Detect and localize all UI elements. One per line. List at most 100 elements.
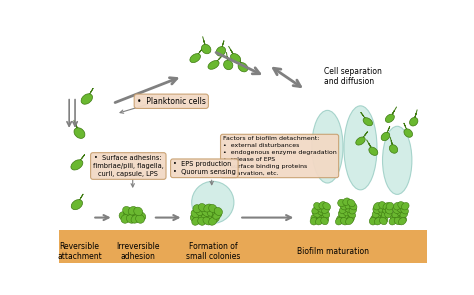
Ellipse shape (371, 215, 378, 223)
Ellipse shape (395, 213, 402, 220)
Ellipse shape (136, 215, 145, 223)
Ellipse shape (190, 214, 199, 222)
Ellipse shape (191, 210, 199, 218)
Ellipse shape (310, 217, 318, 225)
Ellipse shape (345, 205, 352, 212)
Ellipse shape (339, 206, 347, 214)
Ellipse shape (369, 217, 377, 225)
Ellipse shape (213, 211, 222, 219)
Ellipse shape (379, 201, 386, 209)
Ellipse shape (121, 215, 130, 223)
Ellipse shape (192, 217, 200, 225)
Ellipse shape (385, 206, 393, 214)
Ellipse shape (193, 205, 201, 213)
Ellipse shape (323, 203, 330, 210)
Ellipse shape (204, 204, 212, 212)
Ellipse shape (81, 94, 92, 104)
Ellipse shape (337, 199, 345, 207)
Ellipse shape (209, 217, 217, 225)
Text: •  Planktonic cells: • Planktonic cells (137, 97, 206, 106)
Ellipse shape (383, 126, 412, 194)
Ellipse shape (381, 132, 390, 141)
Ellipse shape (376, 213, 383, 220)
Ellipse shape (344, 106, 377, 190)
Ellipse shape (343, 198, 350, 205)
Ellipse shape (207, 208, 216, 216)
Text: •  Surface adhesins:
fimbriae/pili, flagella,
curli, capsule, LPS: • Surface adhesins: fimbriae/pili, flage… (93, 155, 164, 177)
Ellipse shape (314, 203, 321, 210)
Ellipse shape (123, 206, 132, 215)
Ellipse shape (322, 206, 329, 214)
Text: Biofilm maturation: Biofilm maturation (297, 247, 369, 256)
Ellipse shape (389, 217, 397, 225)
Ellipse shape (201, 214, 209, 222)
Text: Formation of
small colonies: Formation of small colonies (186, 242, 241, 261)
Ellipse shape (321, 214, 329, 222)
Ellipse shape (211, 214, 219, 222)
Ellipse shape (401, 206, 409, 214)
Ellipse shape (383, 203, 391, 210)
Ellipse shape (321, 217, 328, 225)
Ellipse shape (337, 215, 344, 223)
Ellipse shape (399, 215, 407, 223)
Ellipse shape (377, 209, 385, 216)
Ellipse shape (201, 44, 211, 54)
Text: Reversible
attachment: Reversible attachment (57, 242, 102, 261)
Ellipse shape (212, 210, 221, 218)
Ellipse shape (336, 217, 343, 225)
Ellipse shape (209, 204, 217, 213)
Ellipse shape (196, 211, 204, 219)
Ellipse shape (400, 211, 408, 218)
Ellipse shape (372, 210, 380, 218)
Ellipse shape (385, 210, 392, 218)
Ellipse shape (124, 209, 133, 217)
Ellipse shape (322, 210, 330, 218)
Ellipse shape (346, 217, 353, 225)
Ellipse shape (386, 202, 393, 210)
Ellipse shape (206, 211, 215, 219)
Ellipse shape (224, 60, 233, 70)
Ellipse shape (383, 206, 390, 214)
Ellipse shape (393, 202, 401, 210)
Ellipse shape (338, 210, 346, 218)
Ellipse shape (311, 214, 318, 222)
Ellipse shape (319, 201, 327, 209)
Ellipse shape (342, 213, 350, 220)
Ellipse shape (399, 217, 406, 225)
Text: •  EPS production
•  Quorum sensing: • EPS production • Quorum sensing (173, 161, 236, 175)
Ellipse shape (317, 205, 325, 212)
Ellipse shape (396, 208, 404, 216)
Ellipse shape (137, 212, 146, 220)
Ellipse shape (373, 206, 381, 214)
Ellipse shape (404, 129, 412, 137)
Ellipse shape (391, 215, 398, 223)
Ellipse shape (190, 54, 201, 63)
Bar (59, 230, 427, 263)
Ellipse shape (380, 217, 387, 225)
Ellipse shape (410, 117, 418, 126)
Ellipse shape (392, 210, 400, 218)
Ellipse shape (347, 199, 355, 207)
Ellipse shape (316, 217, 323, 225)
Ellipse shape (318, 208, 325, 215)
Ellipse shape (312, 110, 343, 183)
Ellipse shape (312, 206, 319, 214)
Text: Irreversible
adhesion: Irreversible adhesion (117, 242, 160, 261)
Ellipse shape (119, 212, 128, 220)
Ellipse shape (356, 137, 365, 145)
Ellipse shape (199, 204, 207, 212)
Ellipse shape (398, 201, 405, 209)
Ellipse shape (374, 203, 381, 210)
Ellipse shape (74, 128, 85, 138)
Ellipse shape (369, 147, 378, 155)
Ellipse shape (216, 47, 226, 56)
Ellipse shape (191, 181, 234, 223)
Ellipse shape (133, 209, 142, 218)
Ellipse shape (349, 206, 356, 214)
Ellipse shape (128, 206, 137, 215)
Ellipse shape (363, 118, 373, 126)
Ellipse shape (345, 202, 353, 209)
Ellipse shape (393, 206, 400, 214)
Ellipse shape (347, 215, 355, 223)
Ellipse shape (340, 217, 348, 225)
